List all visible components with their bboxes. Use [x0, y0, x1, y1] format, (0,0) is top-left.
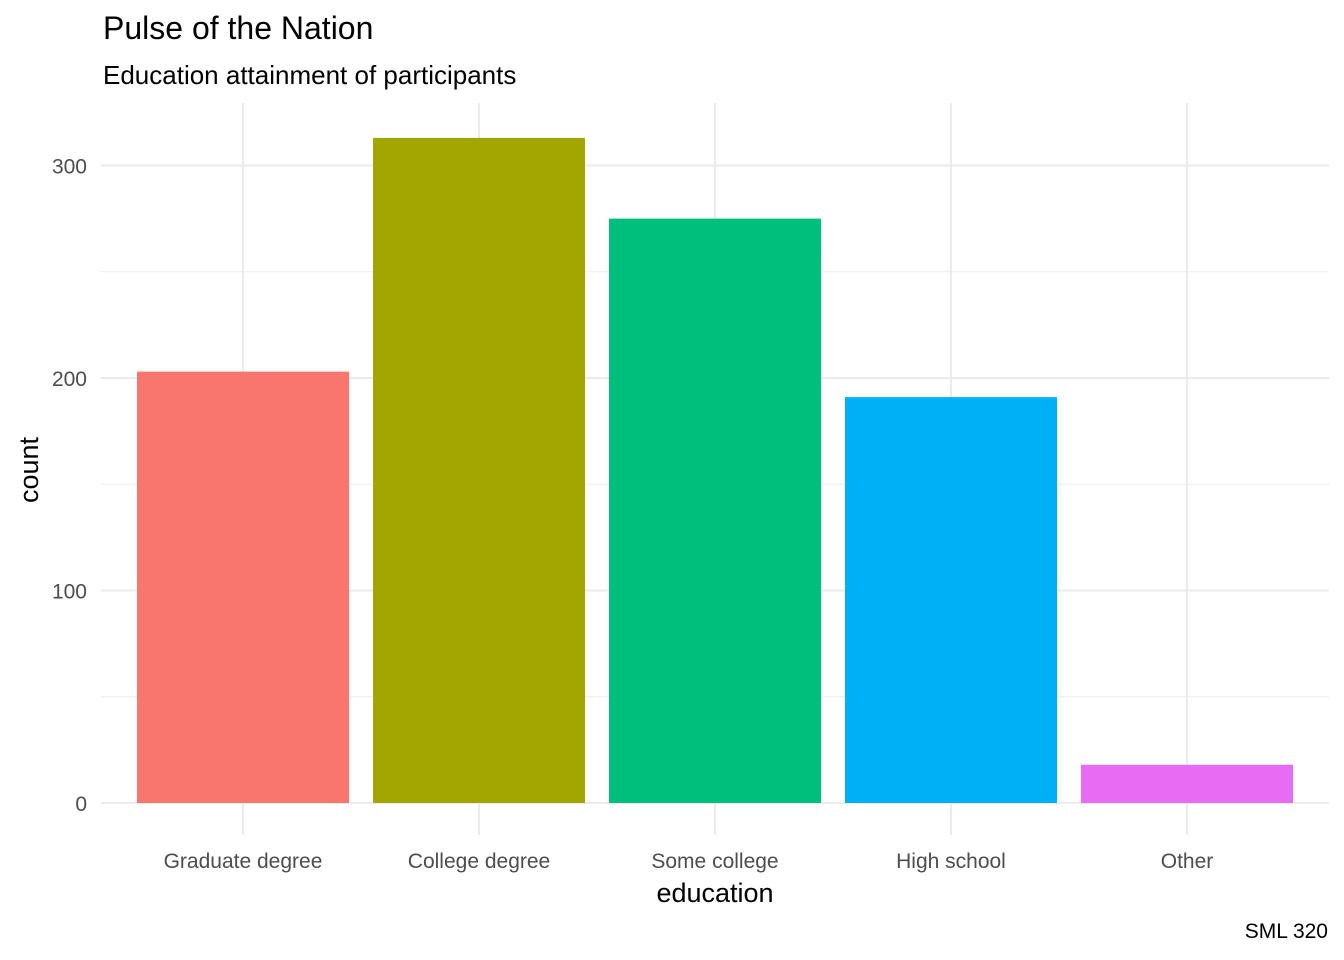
bar	[137, 371, 349, 803]
x-tick-label: College degree	[408, 850, 550, 873]
x-axis-ticks: Graduate degree College degree Some colleg…	[164, 850, 1214, 873]
bar	[373, 137, 585, 803]
bar	[845, 397, 1057, 803]
bar	[1081, 764, 1293, 803]
chart-subtitle: Education attainment of participants	[103, 60, 517, 90]
y-axis-ticks: 0 100 200 300	[52, 156, 87, 817]
x-axis-title: education	[656, 878, 773, 908]
y-tick-label: 0	[75, 793, 87, 816]
chart-title: Pulse of the Nation	[103, 10, 374, 46]
y-tick-label: 200	[52, 368, 87, 391]
y-tick-label: 100	[52, 581, 87, 604]
x-tick-label: Other	[1161, 850, 1214, 873]
x-tick-label: Some college	[651, 850, 778, 873]
chart-caption: SML 320	[1244, 920, 1328, 943]
x-tick-label: Graduate degree	[164, 850, 323, 873]
y-tick-label: 300	[52, 156, 87, 179]
bars	[137, 137, 1293, 803]
x-tick-label: High school	[896, 850, 1006, 873]
bar	[609, 218, 821, 803]
y-axis-title: count	[14, 436, 44, 503]
